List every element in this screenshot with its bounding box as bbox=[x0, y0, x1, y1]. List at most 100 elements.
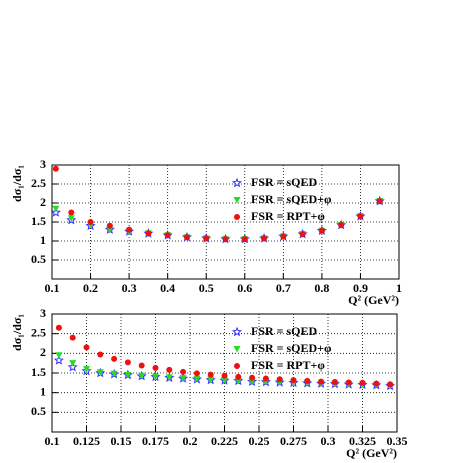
x-tick-label: 0.1 bbox=[45, 281, 60, 295]
marker bbox=[299, 231, 306, 238]
y-tick-label: 2 bbox=[40, 195, 46, 209]
marker bbox=[231, 177, 243, 188]
x-tick-label: 1 bbox=[396, 281, 402, 295]
x-tick-label: 0.25 bbox=[249, 434, 270, 448]
marker bbox=[67, 361, 78, 372]
marker bbox=[376, 198, 383, 205]
marker bbox=[69, 360, 77, 367]
marker bbox=[69, 334, 76, 341]
marker bbox=[66, 214, 77, 225]
marker bbox=[345, 379, 352, 386]
marker bbox=[145, 230, 152, 237]
y-tick-label: 1 bbox=[40, 384, 46, 398]
marker bbox=[81, 365, 92, 376]
marker bbox=[152, 373, 159, 381]
x-tick-label: 0.8 bbox=[314, 281, 329, 295]
marker bbox=[67, 215, 75, 222]
marker bbox=[111, 355, 118, 362]
marker bbox=[179, 375, 187, 382]
x-tick-label: 0.35 bbox=[387, 434, 408, 448]
y-axis-label: dσ₁/dσ₁ bbox=[10, 314, 24, 351]
x-tick-label: 0.3 bbox=[122, 281, 137, 295]
x-tick-label: 0.7 bbox=[276, 281, 291, 295]
marker bbox=[387, 381, 394, 388]
x-tick-label: 0.6 bbox=[237, 281, 252, 295]
marker bbox=[55, 352, 63, 359]
marker bbox=[318, 378, 325, 385]
x-tick-label: 0.175 bbox=[142, 434, 169, 448]
marker bbox=[331, 379, 338, 386]
marker bbox=[124, 371, 132, 379]
x-tick-label: 0.4 bbox=[160, 281, 175, 295]
marker bbox=[106, 222, 113, 229]
marker bbox=[55, 324, 62, 331]
marker bbox=[235, 373, 242, 380]
marker bbox=[68, 209, 75, 216]
marker bbox=[152, 364, 159, 371]
marker bbox=[357, 213, 364, 220]
marker bbox=[231, 326, 243, 337]
legend-label: FSR = RPT+φ bbox=[251, 209, 325, 223]
marker bbox=[203, 235, 210, 242]
y-tick-label: 3 bbox=[40, 306, 46, 320]
x-tick-label: 0.2 bbox=[183, 434, 198, 448]
marker bbox=[138, 372, 146, 380]
x-tick-label: 0.325 bbox=[349, 434, 376, 448]
x-tick-label: 0.15 bbox=[111, 434, 132, 448]
marker bbox=[164, 232, 171, 239]
marker bbox=[180, 368, 187, 375]
marker bbox=[207, 371, 214, 378]
legend-label: FSR = sQED bbox=[251, 175, 318, 189]
x-axis-label: Q² (GeV²) bbox=[348, 293, 399, 307]
marker bbox=[373, 380, 380, 387]
marker bbox=[359, 379, 366, 386]
y-tick-label: 2 bbox=[40, 345, 46, 359]
marker bbox=[97, 351, 104, 358]
marker bbox=[233, 346, 241, 353]
y-tick-label: 1.5 bbox=[31, 365, 46, 379]
marker bbox=[276, 376, 283, 383]
marker bbox=[193, 375, 201, 383]
y-tick-label: 3 bbox=[40, 157, 46, 171]
marker bbox=[338, 222, 345, 229]
y-tick-label: 0.5 bbox=[31, 404, 46, 418]
x-axis-label: Q² (GeV²) bbox=[346, 446, 397, 460]
legend-label: FSR = sQED+φ bbox=[251, 341, 332, 355]
plot-frame bbox=[51, 164, 400, 280]
marker bbox=[165, 374, 173, 381]
x-tick-label: 0.2 bbox=[83, 281, 98, 295]
marker bbox=[126, 226, 133, 233]
y-tick-label: 1.5 bbox=[31, 214, 46, 228]
marker bbox=[262, 375, 269, 382]
marker bbox=[87, 219, 94, 225]
marker bbox=[50, 207, 61, 217]
marker bbox=[234, 363, 240, 369]
marker bbox=[53, 355, 64, 365]
marker bbox=[83, 344, 90, 351]
legend-label: FSR = RPT+φ bbox=[251, 358, 325, 372]
marker bbox=[138, 362, 145, 369]
marker bbox=[249, 374, 256, 381]
marker bbox=[193, 370, 200, 377]
marker bbox=[261, 235, 268, 242]
x-tick-label: 0.125 bbox=[73, 434, 100, 448]
marker bbox=[222, 236, 229, 243]
marker bbox=[166, 366, 173, 373]
marker bbox=[234, 377, 242, 385]
marker bbox=[96, 369, 104, 376]
plot-frame bbox=[51, 313, 398, 433]
x-tick-label: 0.3 bbox=[321, 434, 336, 448]
legend-label: FSR = sQED+φ bbox=[251, 192, 332, 206]
marker bbox=[233, 197, 241, 204]
x-tick-label: 0.5 bbox=[199, 281, 214, 295]
y-axis-label: dσ₁/dσ₁ bbox=[10, 165, 24, 202]
marker bbox=[207, 376, 215, 384]
marker bbox=[318, 227, 325, 234]
y-tick-label: 0.5 bbox=[31, 252, 46, 266]
marker bbox=[280, 233, 287, 240]
x-tick-label: 0.225 bbox=[211, 434, 238, 448]
marker bbox=[110, 370, 118, 378]
marker bbox=[234, 214, 240, 220]
y-tick-label: 2.5 bbox=[31, 176, 46, 190]
y-tick-label: 1 bbox=[40, 233, 46, 247]
